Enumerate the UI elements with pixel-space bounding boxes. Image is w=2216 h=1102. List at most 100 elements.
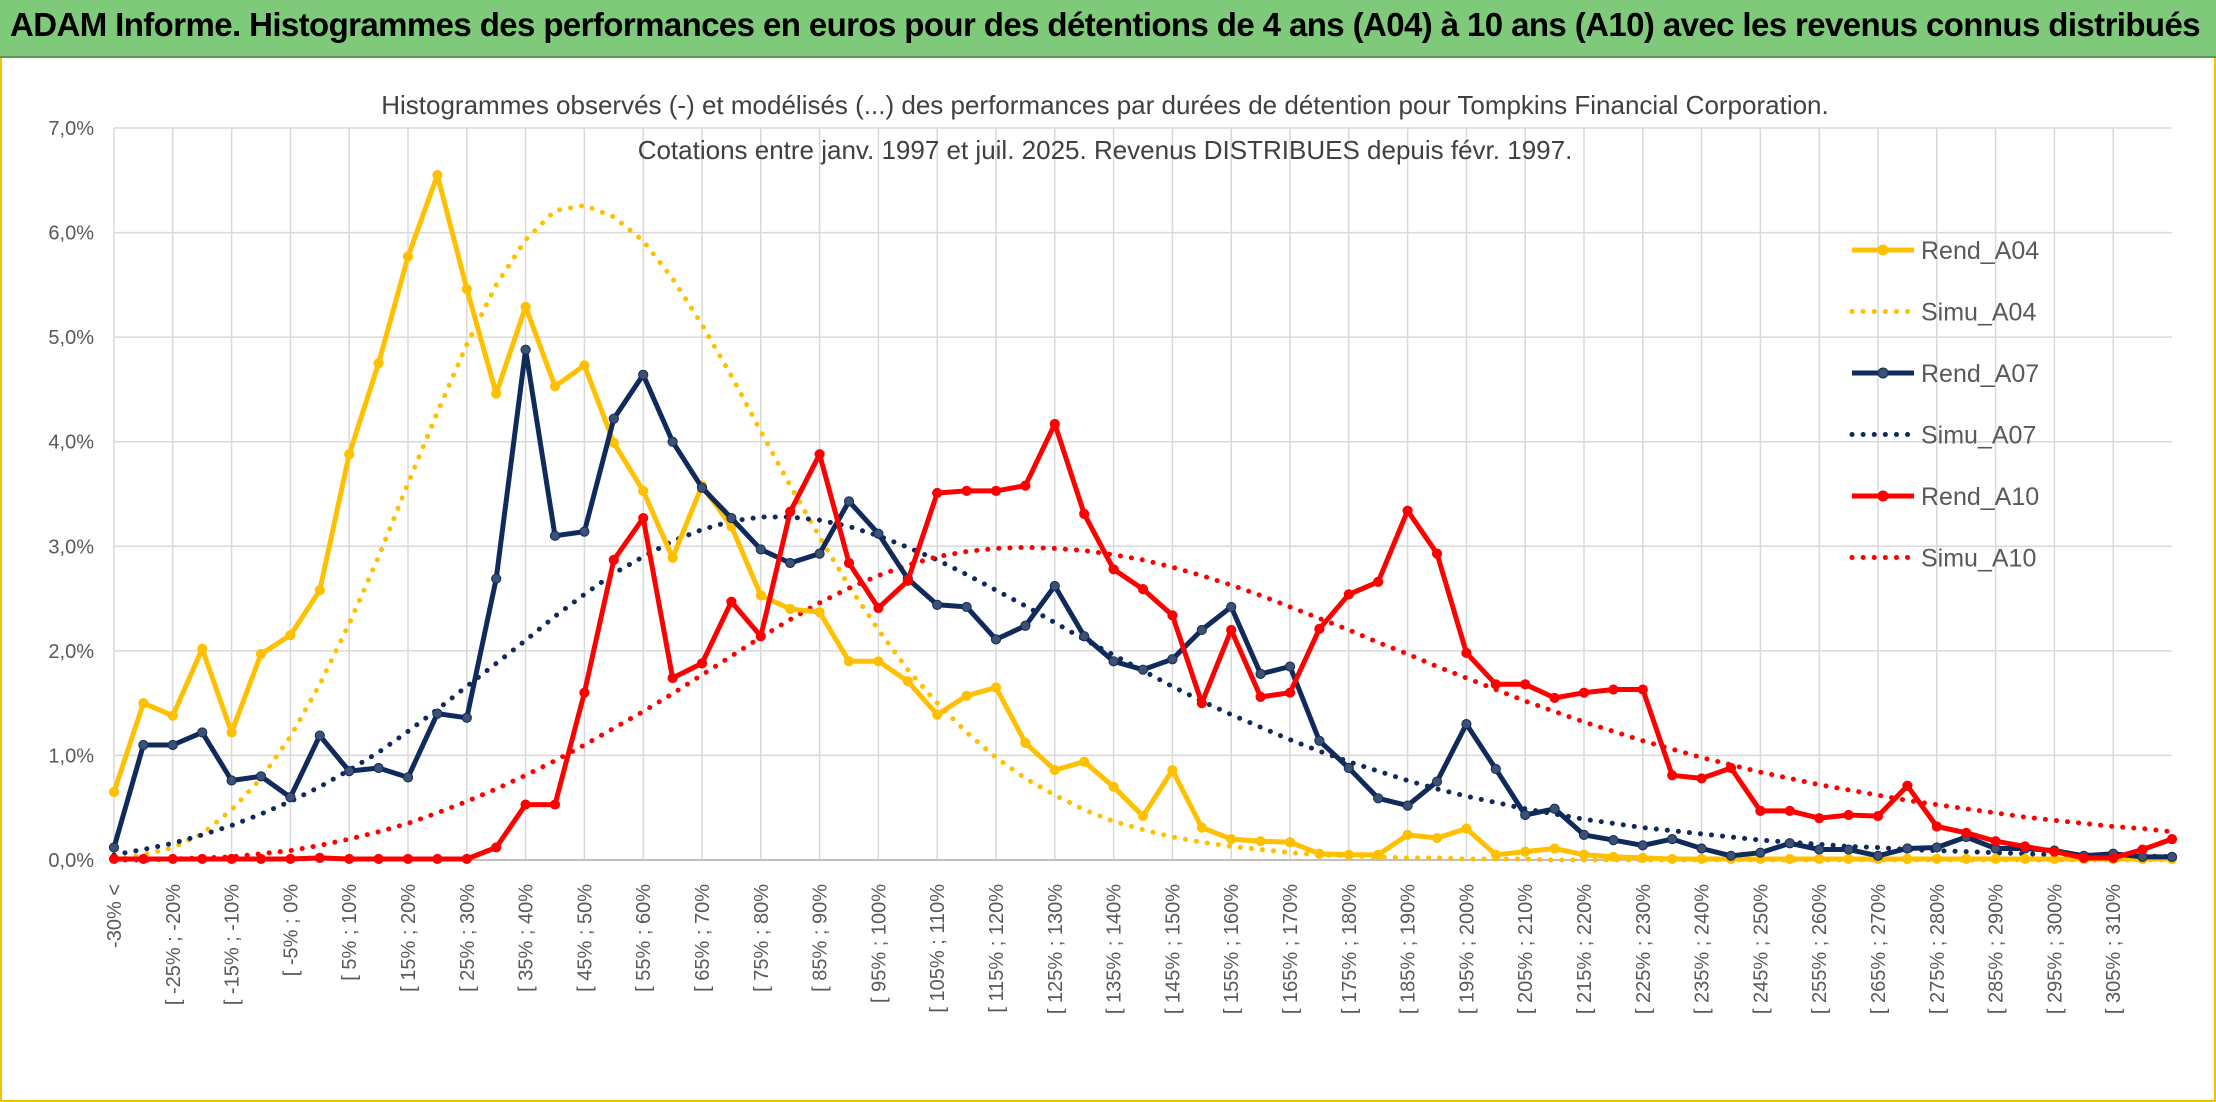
data-point xyxy=(491,573,502,584)
data-point xyxy=(1196,624,1207,636)
data-point xyxy=(1343,762,1354,774)
data-point xyxy=(1167,610,1178,621)
data-point xyxy=(1637,684,1648,695)
data-point xyxy=(138,853,149,865)
data-point xyxy=(549,530,561,541)
data-point xyxy=(1755,847,1766,858)
series-line xyxy=(111,172,2172,862)
data-point xyxy=(902,676,913,687)
legend-label: Rend_A04 xyxy=(1921,237,2039,265)
data-point xyxy=(1049,418,1060,430)
data-point xyxy=(1814,853,1825,865)
data-point xyxy=(990,485,1002,496)
series-Simu_A04 xyxy=(111,202,2175,863)
y-tick-label: 5,0% xyxy=(48,327,94,349)
data-point xyxy=(1990,836,2001,847)
data-point xyxy=(373,853,384,865)
data-point xyxy=(1696,853,1707,865)
legend: Rend_A04 Simu_A04 Rend_A07 Simu_A07 Rend_A10… xyxy=(1849,237,2039,573)
data-point xyxy=(1931,853,1942,865)
data-point xyxy=(1549,692,1560,704)
data-point xyxy=(1343,589,1354,600)
x-tick-label: [ -25% ; -20% xyxy=(163,884,185,1005)
data-point xyxy=(432,853,443,865)
data-point xyxy=(873,656,884,667)
data-point xyxy=(1049,580,1060,592)
data-point xyxy=(314,852,325,864)
data-point xyxy=(1578,687,1590,698)
data-point xyxy=(1020,620,1031,631)
data-point xyxy=(1784,805,1795,816)
data-point xyxy=(638,512,649,524)
data-point xyxy=(373,762,384,774)
data-point xyxy=(1578,849,1590,860)
data-point xyxy=(1284,687,1296,698)
data-point xyxy=(549,799,561,810)
x-tick-label: [ 265% ; 270% xyxy=(1868,884,1890,1014)
series-Simu_A07 xyxy=(111,514,2175,860)
data-point xyxy=(461,283,472,295)
x-tick-label: [ 95% ; 100% xyxy=(868,884,890,1003)
y-tick-label: 7,0% xyxy=(48,118,94,140)
data-point xyxy=(1872,810,1884,822)
y-tick-label: 4,0% xyxy=(48,432,94,454)
data-point xyxy=(1549,843,1560,854)
data-point xyxy=(108,786,120,798)
x-tick-label: [ 235% ; 240% xyxy=(1692,884,1714,1014)
data-point xyxy=(1020,737,1031,748)
data-point xyxy=(344,766,355,777)
data-point xyxy=(1020,480,1031,491)
data-point xyxy=(255,853,267,865)
data-point xyxy=(549,381,561,392)
data-point xyxy=(167,739,178,751)
series-line xyxy=(111,544,2175,863)
x-tick-label: [ 115% ; 120% xyxy=(986,884,1008,1013)
data-point xyxy=(1520,679,1531,690)
data-point xyxy=(1931,821,1942,832)
data-point xyxy=(1373,793,1384,804)
data-point xyxy=(990,634,1002,645)
data-point xyxy=(961,690,972,701)
data-point xyxy=(726,512,737,524)
data-point xyxy=(520,799,531,810)
x-tick-label: [ 245% ; 250% xyxy=(1750,884,1772,1014)
x-tick-label: [ -15% ; -10% xyxy=(222,884,244,1005)
data-point xyxy=(197,727,208,738)
data-point xyxy=(638,485,649,496)
data-point xyxy=(1461,647,1472,659)
x-tick-label: [ 305% ; 310% xyxy=(2103,884,2125,1014)
x-tick-label: [ 45% ; 50% xyxy=(574,884,596,992)
data-point xyxy=(1784,853,1795,865)
data-point xyxy=(1373,849,1384,860)
data-point xyxy=(1108,781,1119,792)
chart-frame: 0,0% 1,0% 2,0% 3,0% 4,0% 5,0% 6,0% 7,0% -30% < [… xyxy=(0,58,2216,1102)
data-point xyxy=(197,853,208,865)
data-point xyxy=(1461,823,1472,834)
legend-marker xyxy=(1877,244,1889,256)
data-point xyxy=(1049,764,1060,776)
data-point xyxy=(1549,803,1560,814)
data-point xyxy=(1667,770,1678,781)
data-point xyxy=(344,449,355,460)
data-point xyxy=(197,643,208,654)
data-point xyxy=(1079,508,1090,519)
data-point xyxy=(814,607,825,618)
data-point xyxy=(1961,827,1972,838)
y-tick-label: 1,0% xyxy=(48,745,94,767)
data-point xyxy=(1079,631,1090,642)
x-tick-label: [ 135% ; 140% xyxy=(1104,884,1126,1014)
data-point xyxy=(1814,844,1825,855)
legend-label: Rend_A07 xyxy=(1921,360,2039,388)
x-tick-label: [ 185% ; 190% xyxy=(1398,884,1420,1014)
data-point xyxy=(1931,842,1942,853)
data-point xyxy=(1255,668,1266,679)
data-point xyxy=(1637,840,1648,851)
data-point xyxy=(1520,846,1531,857)
series-line xyxy=(114,421,2173,862)
data-point xyxy=(902,575,913,586)
x-tick-label: [ 165% ; 170% xyxy=(1280,884,1302,1014)
x-tick-label: [ 205% ; 210% xyxy=(1515,884,1537,1014)
series-line xyxy=(111,347,2172,860)
series-Rend_A07 xyxy=(108,344,2178,862)
data-point xyxy=(785,557,796,569)
